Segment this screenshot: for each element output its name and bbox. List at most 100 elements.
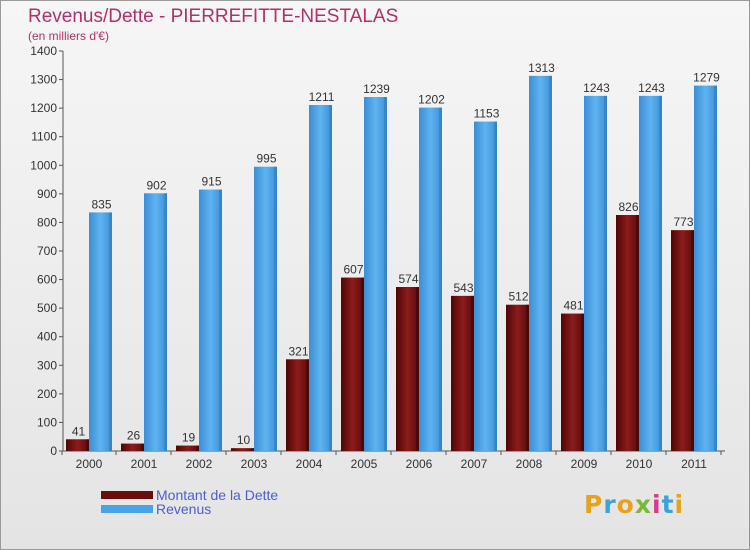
x-tick-label: 2007 bbox=[461, 457, 488, 471]
bar-dette bbox=[66, 439, 89, 451]
y-tick-label: 300 bbox=[37, 358, 57, 372]
bar-revenus bbox=[144, 193, 167, 452]
bar-revenus-shade bbox=[714, 85, 717, 452]
chart-title: Revenus/Dette - PIERREFITTE-NESTALAS bbox=[28, 6, 399, 27]
bar-dette bbox=[396, 287, 419, 451]
bar-dette-shade bbox=[581, 313, 584, 451]
legend-swatch-dette bbox=[101, 491, 153, 499]
bar-label-revenus: 902 bbox=[146, 178, 166, 192]
bar-revenus bbox=[529, 75, 552, 451]
logo-letter: o bbox=[616, 490, 635, 519]
bar-dette-shade bbox=[471, 295, 474, 451]
legend-label-revenus: Revenus bbox=[156, 501, 212, 517]
y-tick-label: 1200 bbox=[30, 101, 57, 115]
bar-dette-shade bbox=[251, 448, 254, 451]
y-tick-label: 1300 bbox=[30, 73, 57, 87]
bar-revenus bbox=[419, 107, 442, 452]
bar-revenus bbox=[199, 189, 222, 452]
y-axis: 0 100 200 300 400 500 600 700 800 900 1000 1100 1200… bbox=[30, 44, 64, 458]
x-tick-label: 2010 bbox=[626, 457, 653, 471]
bar-dette-shade bbox=[361, 277, 364, 451]
x-tick-label: 2009 bbox=[571, 457, 598, 471]
bar-label-dette: 773 bbox=[673, 215, 693, 229]
bar-label-dette: 574 bbox=[398, 272, 418, 286]
bar-label-revenus: 915 bbox=[201, 175, 221, 189]
bar-revenus-shade bbox=[384, 97, 387, 451]
bar-revenus-shade bbox=[274, 166, 277, 451]
bar-revenus bbox=[309, 105, 332, 451]
y-tick-label: 500 bbox=[37, 301, 57, 315]
y-tick-label: 600 bbox=[37, 273, 57, 287]
y-tick-label: 700 bbox=[37, 244, 57, 258]
bar-revenus bbox=[89, 212, 112, 451]
bar-revenus-shade bbox=[549, 75, 552, 451]
bar-dette bbox=[561, 313, 584, 451]
y-tick-label: 0 bbox=[50, 444, 57, 458]
bar-dette bbox=[231, 448, 254, 451]
bar-revenus bbox=[254, 166, 277, 451]
y-tick-label: 900 bbox=[37, 187, 57, 201]
bar-revenus-shade bbox=[494, 121, 497, 452]
bar-revenus-shade bbox=[659, 95, 662, 451]
bar-dette bbox=[286, 359, 309, 451]
bar-label-dette: 41 bbox=[72, 424, 86, 438]
bar-dette bbox=[176, 445, 199, 451]
y-tick-label: 800 bbox=[37, 215, 57, 229]
bar-label-dette: 19 bbox=[182, 431, 196, 445]
bar-label-dette: 26 bbox=[127, 429, 141, 443]
legend-swatch-revenus bbox=[101, 505, 153, 513]
y-tick-label: 400 bbox=[37, 330, 57, 344]
bar-revenus-shade bbox=[604, 95, 607, 451]
bar-dette-shade bbox=[141, 443, 144, 451]
bar-dette-shade bbox=[691, 230, 694, 451]
chart-subtitle: (en milliers d'€) bbox=[28, 29, 109, 43]
x-tick-label: 2008 bbox=[516, 457, 543, 471]
x-tick-label: 2011 bbox=[681, 457, 707, 471]
logo-letter: x bbox=[634, 490, 652, 519]
bar-dette-shade bbox=[526, 304, 529, 451]
bar-label-revenus: 835 bbox=[91, 197, 111, 211]
bar-value-labels: 41 835 26 902 19 915 10 995 321 1211 607 1239 574 120… bbox=[72, 61, 720, 447]
bar-revenus bbox=[584, 95, 607, 451]
bar-label-revenus: 1153 bbox=[474, 107, 500, 121]
bar-label-dette: 607 bbox=[343, 263, 363, 277]
bar-dette-shade bbox=[306, 359, 309, 451]
bar-label-dette: 10 bbox=[237, 433, 251, 447]
legend-item-dette: Montant de la Dette bbox=[101, 487, 278, 503]
bar-dette bbox=[616, 215, 639, 451]
x-tick-label: 2005 bbox=[351, 457, 378, 471]
bar-dette-shade bbox=[416, 287, 419, 451]
x-tick-label: 2001 bbox=[131, 457, 158, 471]
x-tick-label: 2004 bbox=[296, 457, 323, 471]
bar-dette-shade bbox=[196, 445, 199, 451]
bar-label-dette: 826 bbox=[618, 200, 638, 214]
bar-revenus-shade bbox=[109, 212, 112, 451]
x-axis: 2000 2001 2002 2003 2004 2005 2006 2007 2008 2009… bbox=[61, 450, 725, 471]
bar-dette bbox=[671, 230, 694, 451]
bar-label-revenus: 1313 bbox=[528, 61, 555, 75]
bar-revenus-shade bbox=[219, 189, 222, 452]
bar-label-revenus: 1279 bbox=[693, 71, 720, 85]
logo-letter: r bbox=[603, 490, 617, 519]
y-tick-label: 100 bbox=[37, 415, 57, 429]
logo-letter: i bbox=[652, 490, 662, 519]
y-tick-label: 200 bbox=[37, 387, 57, 401]
logo-letter: i bbox=[674, 490, 685, 519]
bar-label-revenus: 995 bbox=[256, 152, 276, 166]
bar-dette bbox=[451, 295, 474, 451]
bar-revenus-shade bbox=[164, 193, 167, 452]
bar-revenus-shade bbox=[439, 107, 442, 452]
bar-label-revenus: 1239 bbox=[363, 82, 390, 96]
bar-label-revenus: 1243 bbox=[583, 81, 610, 95]
bar-label-revenus: 1211 bbox=[309, 90, 335, 104]
legend-item-revenus: Revenus bbox=[101, 501, 211, 517]
bar-label-dette: 512 bbox=[508, 290, 528, 304]
y-tick-label: 1000 bbox=[30, 158, 57, 172]
bar-label-dette: 481 bbox=[563, 299, 583, 313]
legend-label-dette: Montant de la Dette bbox=[156, 487, 279, 503]
x-tick-label: 2002 bbox=[186, 457, 213, 471]
x-tick-label: 2003 bbox=[241, 457, 268, 471]
x-tick-label: 2000 bbox=[76, 457, 103, 471]
